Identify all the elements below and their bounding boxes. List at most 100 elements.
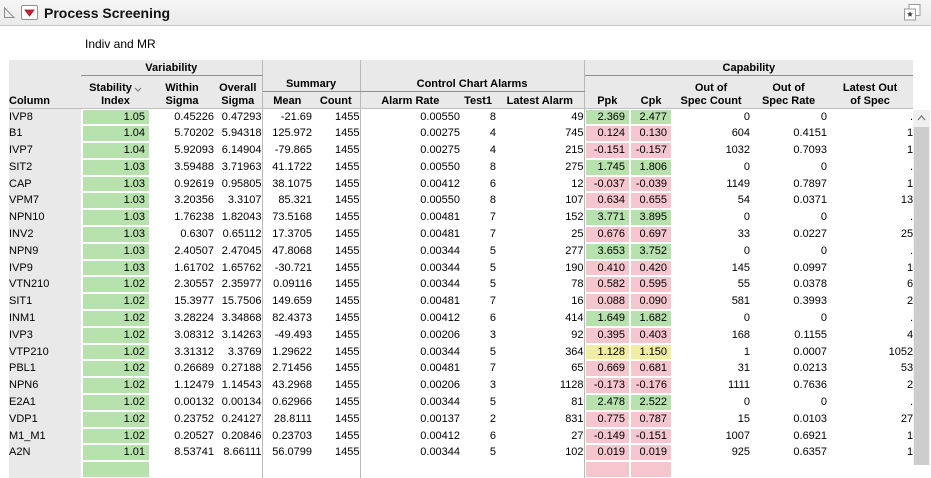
- table-row: NPN6 1.02 1.12479 1.14543 43.2968 1455 0.00206…: [9, 377, 913, 395]
- ppk-colored-cell: 0.582: [585, 277, 630, 293]
- column-cell[interactable]: PBL1: [9, 360, 81, 378]
- mean-cell: 1.29622: [272, 345, 313, 358]
- table-row: [9, 461, 913, 478]
- alarm_rate-cell: [360, 461, 460, 478]
- mean-cell: 125.972: [272, 127, 313, 140]
- column-cell[interactable]: SIT1: [9, 293, 81, 311]
- column-cell[interactable]: E2A1: [9, 394, 81, 411]
- column-cell[interactable]: NPN9: [9, 242, 81, 260]
- column-header-mean[interactable]: Mean: [262, 91, 313, 109]
- cpk-colored-cell: -0.039: [631, 176, 672, 192]
- cpk-cell: 0.019: [630, 444, 672, 461]
- group-header-spacer: [262, 60, 361, 75]
- latest_alarm-cell: 190: [496, 259, 585, 277]
- latest_oos-cell: 6: [906, 278, 914, 291]
- column-header-alarm-rate[interactable]: Alarm Rate: [360, 91, 461, 109]
- column-cell[interactable]: M1_M1: [9, 427, 81, 445]
- journal-icon[interactable]: [903, 3, 922, 22]
- ppk-cell: 2.369: [584, 108, 630, 125]
- latest_alarm-cell: 78: [496, 276, 585, 294]
- column-cell[interactable]: SIT2: [9, 158, 81, 176]
- column-header-stability-index[interactable]: Stability Index: [81, 75, 150, 109]
- column-header-within-sigma[interactable]: Within Sigma: [150, 75, 214, 109]
- oos_rate-cell: 0.0103: [793, 412, 828, 425]
- red-triangle-menu-button[interactable]: [21, 5, 38, 20]
- oos_rate-cell: 0: [820, 160, 828, 173]
- column-header-cpk[interactable]: Cpk: [630, 75, 673, 109]
- column-header-label: Stability: [89, 81, 132, 94]
- table-row: CAP 1.03 0.92619 0.95805 38.1075 1455 0.00412 6…: [9, 175, 913, 193]
- oos_count-cell: 54: [737, 194, 751, 207]
- test1-cell: 5: [489, 396, 497, 409]
- column-cell[interactable]: B1: [9, 125, 81, 143]
- column-header-count[interactable]: Count: [312, 91, 361, 109]
- alarm_rate-cell: 0.00412: [420, 312, 461, 325]
- test1-cell: 8: [489, 160, 497, 173]
- column-cell[interactable]: INM1: [9, 310, 81, 327]
- mean-cell: [262, 461, 312, 478]
- alarm_rate-cell: 0.00481: [420, 211, 461, 224]
- oos_rate-cell: 0.7093: [793, 144, 828, 157]
- column-cell[interactable]: VTN210: [9, 276, 81, 294]
- alarm_rate-cell: 0.00481: [420, 295, 461, 308]
- mean-cell: 47.8068: [272, 244, 313, 257]
- table-row: A2N 1.01 8.53741 8.66111 56.0799 1455 0.00344 5…: [9, 444, 913, 462]
- scrollbar-thumb[interactable]: [914, 127, 929, 465]
- oos_count-cell: 1: [743, 345, 751, 358]
- oos_rate-cell: 0.0213: [793, 362, 828, 375]
- column-header-overall-sigma[interactable]: Overall Sigma: [214, 75, 263, 109]
- ppk-cell: 1.745: [584, 159, 630, 176]
- column-cell[interactable]: IVP7: [9, 142, 81, 159]
- mean-cell: 73.5168: [272, 211, 313, 224]
- oos_rate-cell: 0.1155: [794, 328, 828, 341]
- count-cell: 1455: [312, 310, 361, 327]
- column-header-latest-alarm[interactable]: Latest Alarm: [496, 91, 585, 109]
- column-cell[interactable]: IVP9: [9, 259, 81, 277]
- column-cell[interactable]: IVP3: [9, 326, 81, 344]
- test1-cell: 6: [489, 177, 497, 190]
- within-cell: 0.23752: [174, 412, 214, 425]
- vertical-scrollbar[interactable]: [913, 110, 930, 465]
- column-header-ppk[interactable]: Ppk: [584, 75, 631, 109]
- stability-colored-cell: 1.03: [83, 193, 149, 209]
- count-cell: 1455: [312, 209, 361, 227]
- ppk-colored-cell: -0.037: [585, 176, 630, 192]
- disclosure-triangle-icon[interactable]: [2, 5, 16, 20]
- column-cell[interactable]: NPN10: [9, 209, 81, 227]
- alarm_rate-cell: 0.00344: [420, 278, 461, 291]
- oos_count-cell: 1149: [726, 177, 751, 190]
- ppk-colored-cell: 1.128: [585, 344, 630, 360]
- oos_rate-cell: 0.0227: [793, 228, 828, 241]
- column-cell[interactable]: NPN6: [9, 377, 81, 395]
- count-cell: 1455: [312, 158, 361, 176]
- column-cell[interactable]: VDP1: [9, 410, 81, 428]
- alarm_rate-cell: 0.00481: [420, 228, 461, 241]
- mean-cell: 149.659: [272, 295, 313, 308]
- column-cell[interactable]: CAP: [9, 175, 81, 193]
- cpk-cell: 3.752: [630, 243, 672, 260]
- column-header-test1[interactable]: Test1: [460, 91, 497, 109]
- column-cell[interactable]: [9, 461, 81, 478]
- scroll-up-button[interactable]: [913, 110, 930, 126]
- table-row: IVP8 1.05 0.45226 0.47293 -21.69 1455 0.00550 8…: [9, 108, 913, 126]
- red-triangle-icon: [24, 9, 35, 17]
- count-cell: 1455: [312, 394, 361, 411]
- latest_alarm-cell: 831: [496, 410, 585, 428]
- column-header-column[interactable]: Column: [9, 60, 81, 109]
- test1-cell: 7: [489, 362, 497, 375]
- column-cell[interactable]: A2N: [9, 444, 81, 462]
- cpk-cell: 2.477: [630, 108, 672, 125]
- column-cell[interactable]: IVP8: [9, 108, 81, 126]
- ppk-colored-cell: [585, 462, 630, 478]
- table-row: E2A1 1.02 0.00132 0.00134 0.62966 1455 0.00344…: [9, 394, 913, 411]
- latest_alarm-cell: 92: [496, 326, 585, 344]
- column-cell[interactable]: INV2: [9, 226, 81, 243]
- cpk-cell: -0.151: [630, 428, 672, 445]
- column-cell[interactable]: VPM7: [9, 192, 81, 210]
- oos_count-cell: 925: [731, 446, 751, 459]
- column-header-latest-out-of-spec[interactable]: Latest Out of Spec: [827, 75, 914, 109]
- column-header-out-of-spec-count[interactable]: Out of Spec Count: [672, 75, 751, 109]
- column-header-out-of-spec-rate[interactable]: Out of Spec Rate: [750, 75, 828, 109]
- latest_alarm-cell: 152: [496, 209, 585, 227]
- column-cell[interactable]: VTP210: [9, 343, 81, 361]
